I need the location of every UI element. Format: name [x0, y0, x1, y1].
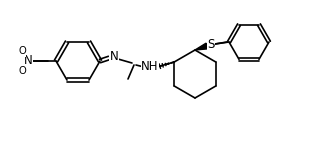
Text: N: N: [110, 51, 118, 63]
Text: S: S: [207, 38, 215, 51]
Polygon shape: [195, 43, 208, 50]
Text: NH: NH: [141, 60, 159, 73]
Text: O: O: [18, 46, 26, 56]
Text: N: N: [24, 55, 32, 67]
Text: O: O: [18, 66, 26, 76]
